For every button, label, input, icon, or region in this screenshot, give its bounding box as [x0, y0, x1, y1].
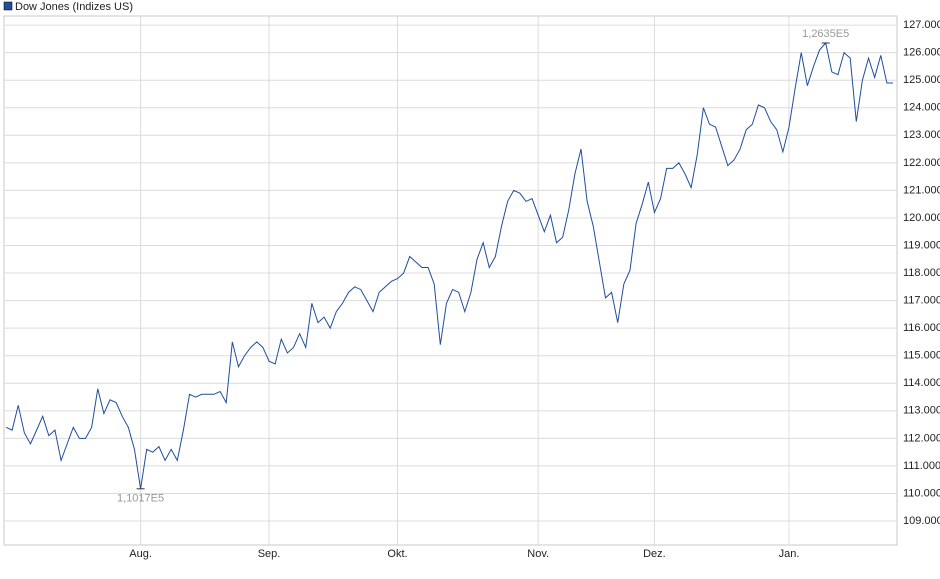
- legend-swatch: [3, 1, 13, 11]
- y-tick-label: 123.000: [903, 129, 940, 141]
- y-tick-label: 122.000: [903, 157, 940, 169]
- value-label: 1,2635E5: [802, 28, 849, 40]
- y-tick-label: 121.000: [903, 184, 940, 196]
- x-tick-label: Nov.: [527, 548, 549, 560]
- plot-area: [3, 15, 898, 546]
- y-tick-label: 126.000: [903, 47, 940, 59]
- x-tick-label: Dez.: [643, 548, 666, 560]
- y-tick-label: 120.000: [903, 212, 940, 224]
- legend-label: Dow Jones (Indizes US): [15, 1, 133, 13]
- y-tick-label: 114.000: [903, 377, 940, 389]
- y-tick-label: 119.000: [903, 239, 940, 251]
- y-tick-label: 115.000: [903, 350, 940, 362]
- y-tick-label: 113.000: [903, 405, 940, 417]
- x-tick-label: Aug.: [129, 548, 152, 560]
- x-tick-label: Okt.: [387, 548, 407, 560]
- y-tick-label: 116.000: [903, 322, 940, 334]
- y-tick-label: 109.000: [903, 515, 940, 527]
- x-tick-label: Sep.: [258, 548, 281, 560]
- y-tick-label: 124.000: [903, 102, 940, 114]
- y-tick-label: 127.000: [903, 19, 940, 31]
- value-label: 1,1017E5: [117, 493, 164, 505]
- x-tick-label: Jan.: [779, 548, 800, 560]
- y-tick-label: 111.000: [903, 460, 940, 472]
- y-tick-label: 125.000: [903, 74, 940, 86]
- y-tick-label: 112.000: [903, 432, 940, 444]
- line-series: [5, 41, 893, 489]
- y-tick-label: 110.000: [903, 487, 940, 499]
- y-tick-label: 117.000: [903, 295, 940, 307]
- y-tick-label: 118.000: [903, 267, 940, 279]
